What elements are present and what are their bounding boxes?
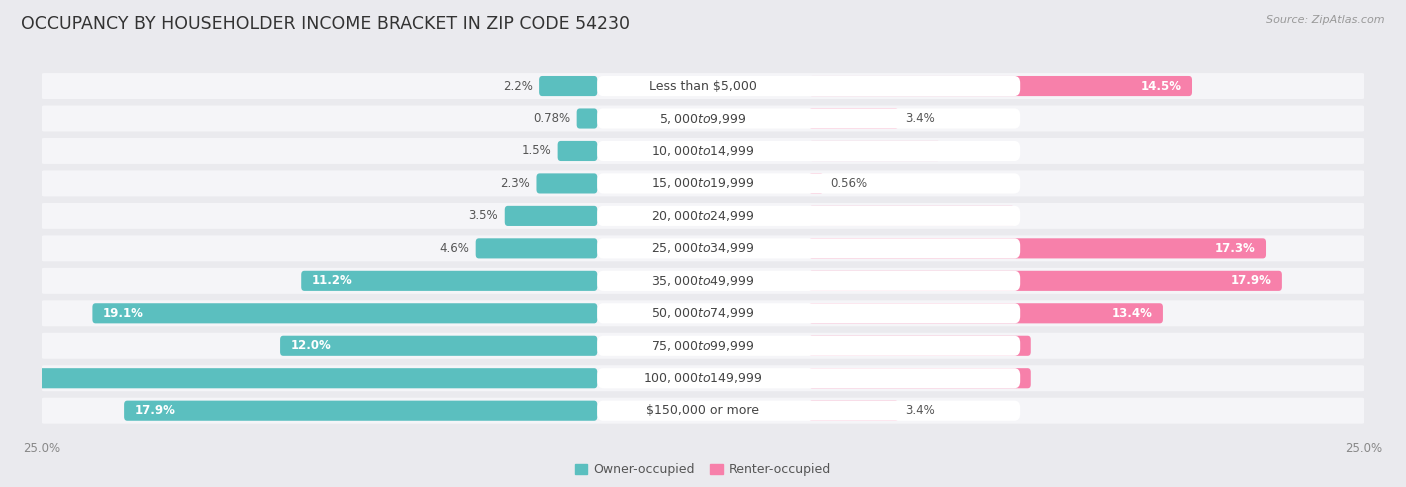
FancyBboxPatch shape bbox=[301, 271, 598, 291]
FancyBboxPatch shape bbox=[124, 401, 598, 421]
Text: 17.9%: 17.9% bbox=[1230, 274, 1271, 287]
Text: 7.8%: 7.8% bbox=[972, 209, 1004, 223]
FancyBboxPatch shape bbox=[808, 206, 1015, 226]
Text: $75,000 to $99,999: $75,000 to $99,999 bbox=[651, 339, 755, 353]
Text: $25,000 to $34,999: $25,000 to $34,999 bbox=[651, 242, 755, 255]
FancyBboxPatch shape bbox=[93, 303, 598, 323]
Text: 8.4%: 8.4% bbox=[987, 372, 1021, 385]
FancyBboxPatch shape bbox=[475, 238, 598, 259]
FancyBboxPatch shape bbox=[39, 235, 1367, 262]
FancyBboxPatch shape bbox=[598, 109, 1021, 129]
FancyBboxPatch shape bbox=[39, 170, 1367, 196]
FancyBboxPatch shape bbox=[39, 333, 1367, 359]
Text: Less than $5,000: Less than $5,000 bbox=[650, 79, 756, 93]
FancyBboxPatch shape bbox=[558, 141, 598, 161]
Text: $50,000 to $74,999: $50,000 to $74,999 bbox=[651, 306, 755, 320]
FancyBboxPatch shape bbox=[505, 206, 598, 226]
FancyBboxPatch shape bbox=[598, 173, 1021, 193]
FancyBboxPatch shape bbox=[808, 401, 898, 421]
FancyBboxPatch shape bbox=[598, 368, 1021, 388]
Text: 14.5%: 14.5% bbox=[1140, 79, 1181, 93]
FancyBboxPatch shape bbox=[808, 109, 898, 129]
FancyBboxPatch shape bbox=[808, 76, 1192, 96]
Text: $15,000 to $19,999: $15,000 to $19,999 bbox=[651, 176, 755, 190]
FancyBboxPatch shape bbox=[39, 365, 1367, 391]
FancyBboxPatch shape bbox=[39, 73, 1367, 99]
FancyBboxPatch shape bbox=[280, 336, 598, 356]
Text: 17.9%: 17.9% bbox=[135, 404, 176, 417]
FancyBboxPatch shape bbox=[598, 271, 1021, 291]
FancyBboxPatch shape bbox=[598, 303, 1021, 323]
Text: $35,000 to $49,999: $35,000 to $49,999 bbox=[651, 274, 755, 288]
Text: 1.5%: 1.5% bbox=[522, 145, 551, 157]
FancyBboxPatch shape bbox=[598, 141, 1021, 161]
FancyBboxPatch shape bbox=[576, 109, 598, 129]
FancyBboxPatch shape bbox=[808, 238, 1265, 259]
FancyBboxPatch shape bbox=[808, 173, 824, 193]
Text: 3.4%: 3.4% bbox=[905, 112, 935, 125]
Text: 5.0%: 5.0% bbox=[897, 145, 931, 157]
Text: $150,000 or more: $150,000 or more bbox=[647, 404, 759, 417]
FancyBboxPatch shape bbox=[538, 76, 598, 96]
FancyBboxPatch shape bbox=[39, 300, 1367, 326]
Text: 3.5%: 3.5% bbox=[468, 209, 498, 223]
Text: 17.3%: 17.3% bbox=[1215, 242, 1256, 255]
Text: $10,000 to $14,999: $10,000 to $14,999 bbox=[651, 144, 755, 158]
FancyBboxPatch shape bbox=[0, 368, 598, 388]
Text: 3.4%: 3.4% bbox=[905, 404, 935, 417]
FancyBboxPatch shape bbox=[598, 238, 1021, 259]
FancyBboxPatch shape bbox=[808, 368, 1031, 388]
Text: 12.0%: 12.0% bbox=[291, 339, 332, 352]
FancyBboxPatch shape bbox=[598, 76, 1021, 96]
FancyBboxPatch shape bbox=[808, 271, 1282, 291]
FancyBboxPatch shape bbox=[39, 138, 1367, 164]
Text: $5,000 to $9,999: $5,000 to $9,999 bbox=[659, 112, 747, 126]
FancyBboxPatch shape bbox=[537, 173, 598, 193]
Text: $20,000 to $24,999: $20,000 to $24,999 bbox=[651, 209, 755, 223]
Text: 2.2%: 2.2% bbox=[502, 79, 533, 93]
FancyBboxPatch shape bbox=[808, 141, 941, 161]
Text: 11.2%: 11.2% bbox=[312, 274, 353, 287]
Text: 8.4%: 8.4% bbox=[987, 339, 1021, 352]
Text: 0.56%: 0.56% bbox=[830, 177, 868, 190]
Text: OCCUPANCY BY HOUSEHOLDER INCOME BRACKET IN ZIP CODE 54230: OCCUPANCY BY HOUSEHOLDER INCOME BRACKET … bbox=[21, 15, 630, 33]
FancyBboxPatch shape bbox=[39, 398, 1367, 424]
Text: 19.1%: 19.1% bbox=[103, 307, 143, 320]
Text: 13.4%: 13.4% bbox=[1112, 307, 1153, 320]
FancyBboxPatch shape bbox=[39, 203, 1367, 229]
Legend: Owner-occupied, Renter-occupied: Owner-occupied, Renter-occupied bbox=[569, 458, 837, 482]
FancyBboxPatch shape bbox=[808, 336, 1031, 356]
Text: $100,000 to $149,999: $100,000 to $149,999 bbox=[644, 371, 762, 385]
FancyBboxPatch shape bbox=[598, 401, 1021, 421]
Text: Source: ZipAtlas.com: Source: ZipAtlas.com bbox=[1267, 15, 1385, 25]
FancyBboxPatch shape bbox=[808, 303, 1163, 323]
FancyBboxPatch shape bbox=[598, 206, 1021, 226]
FancyBboxPatch shape bbox=[598, 336, 1021, 356]
FancyBboxPatch shape bbox=[39, 268, 1367, 294]
Text: 4.6%: 4.6% bbox=[439, 242, 470, 255]
Text: 0.78%: 0.78% bbox=[533, 112, 569, 125]
FancyBboxPatch shape bbox=[39, 106, 1367, 131]
Text: 2.3%: 2.3% bbox=[501, 177, 530, 190]
